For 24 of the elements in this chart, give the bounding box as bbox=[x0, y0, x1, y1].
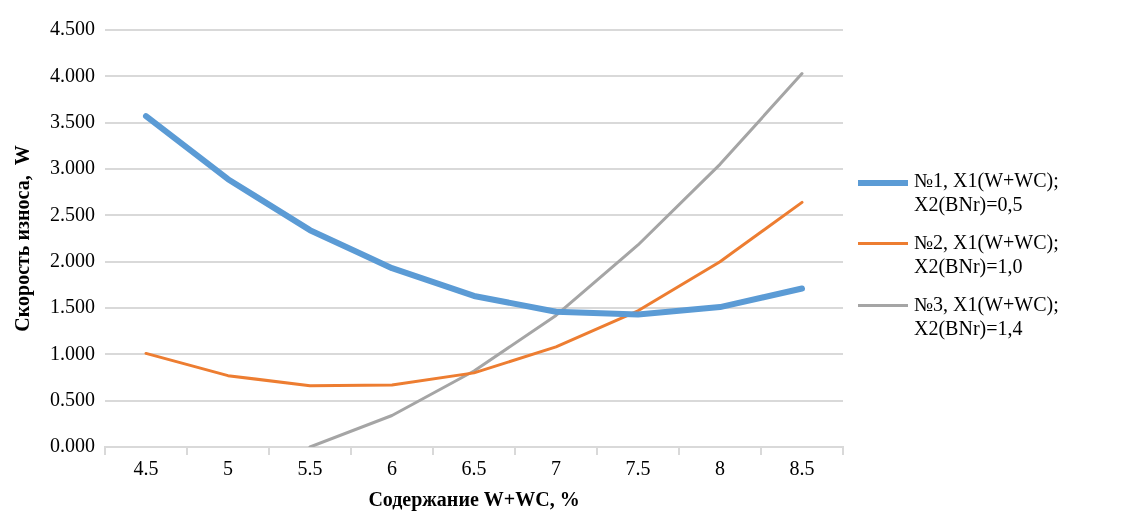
x-tick-label: 6 bbox=[387, 457, 397, 480]
y-axis-title: Скорость износа, W bbox=[11, 145, 35, 332]
y-tick-label: 3.000 bbox=[50, 156, 95, 179]
y-tick-label: 3.500 bbox=[50, 109, 95, 132]
y-tick-label: 2.000 bbox=[50, 248, 95, 271]
y-tick-label: 2.500 bbox=[50, 202, 95, 225]
legend-label: №2, X1(W+WC); X2(BNr)=1,0 bbox=[914, 230, 1060, 278]
x-tick-label: 5 bbox=[223, 457, 233, 480]
y-tick-label: 0.500 bbox=[50, 387, 95, 410]
legend-label: №1, X1(W+WC); X2(BNr)=0,5 bbox=[914, 168, 1060, 216]
y-tick-label: 0.000 bbox=[50, 434, 95, 457]
x-tick-label: 8.5 bbox=[789, 457, 815, 480]
y-tick-label: 4.500 bbox=[50, 17, 95, 40]
x-tick-label: 4.5 bbox=[133, 457, 159, 480]
x-tick-label: 6.5 bbox=[461, 457, 487, 480]
x-tick-label: 5.5 bbox=[297, 457, 323, 480]
y-tick-label: 1.500 bbox=[50, 295, 95, 318]
y-tick-label: 4.000 bbox=[50, 63, 95, 86]
x-axis-title: Содержание W+WC, % bbox=[368, 488, 580, 512]
x-tick-label: 8 bbox=[715, 457, 725, 480]
y-tick-label: 1.000 bbox=[50, 341, 95, 364]
legend-label: №3, X1(W+WC); X2(BNr)=1,4 bbox=[914, 292, 1060, 340]
x-tick-label: 7.5 bbox=[625, 457, 651, 480]
x-tick-label: 7 bbox=[551, 457, 561, 480]
